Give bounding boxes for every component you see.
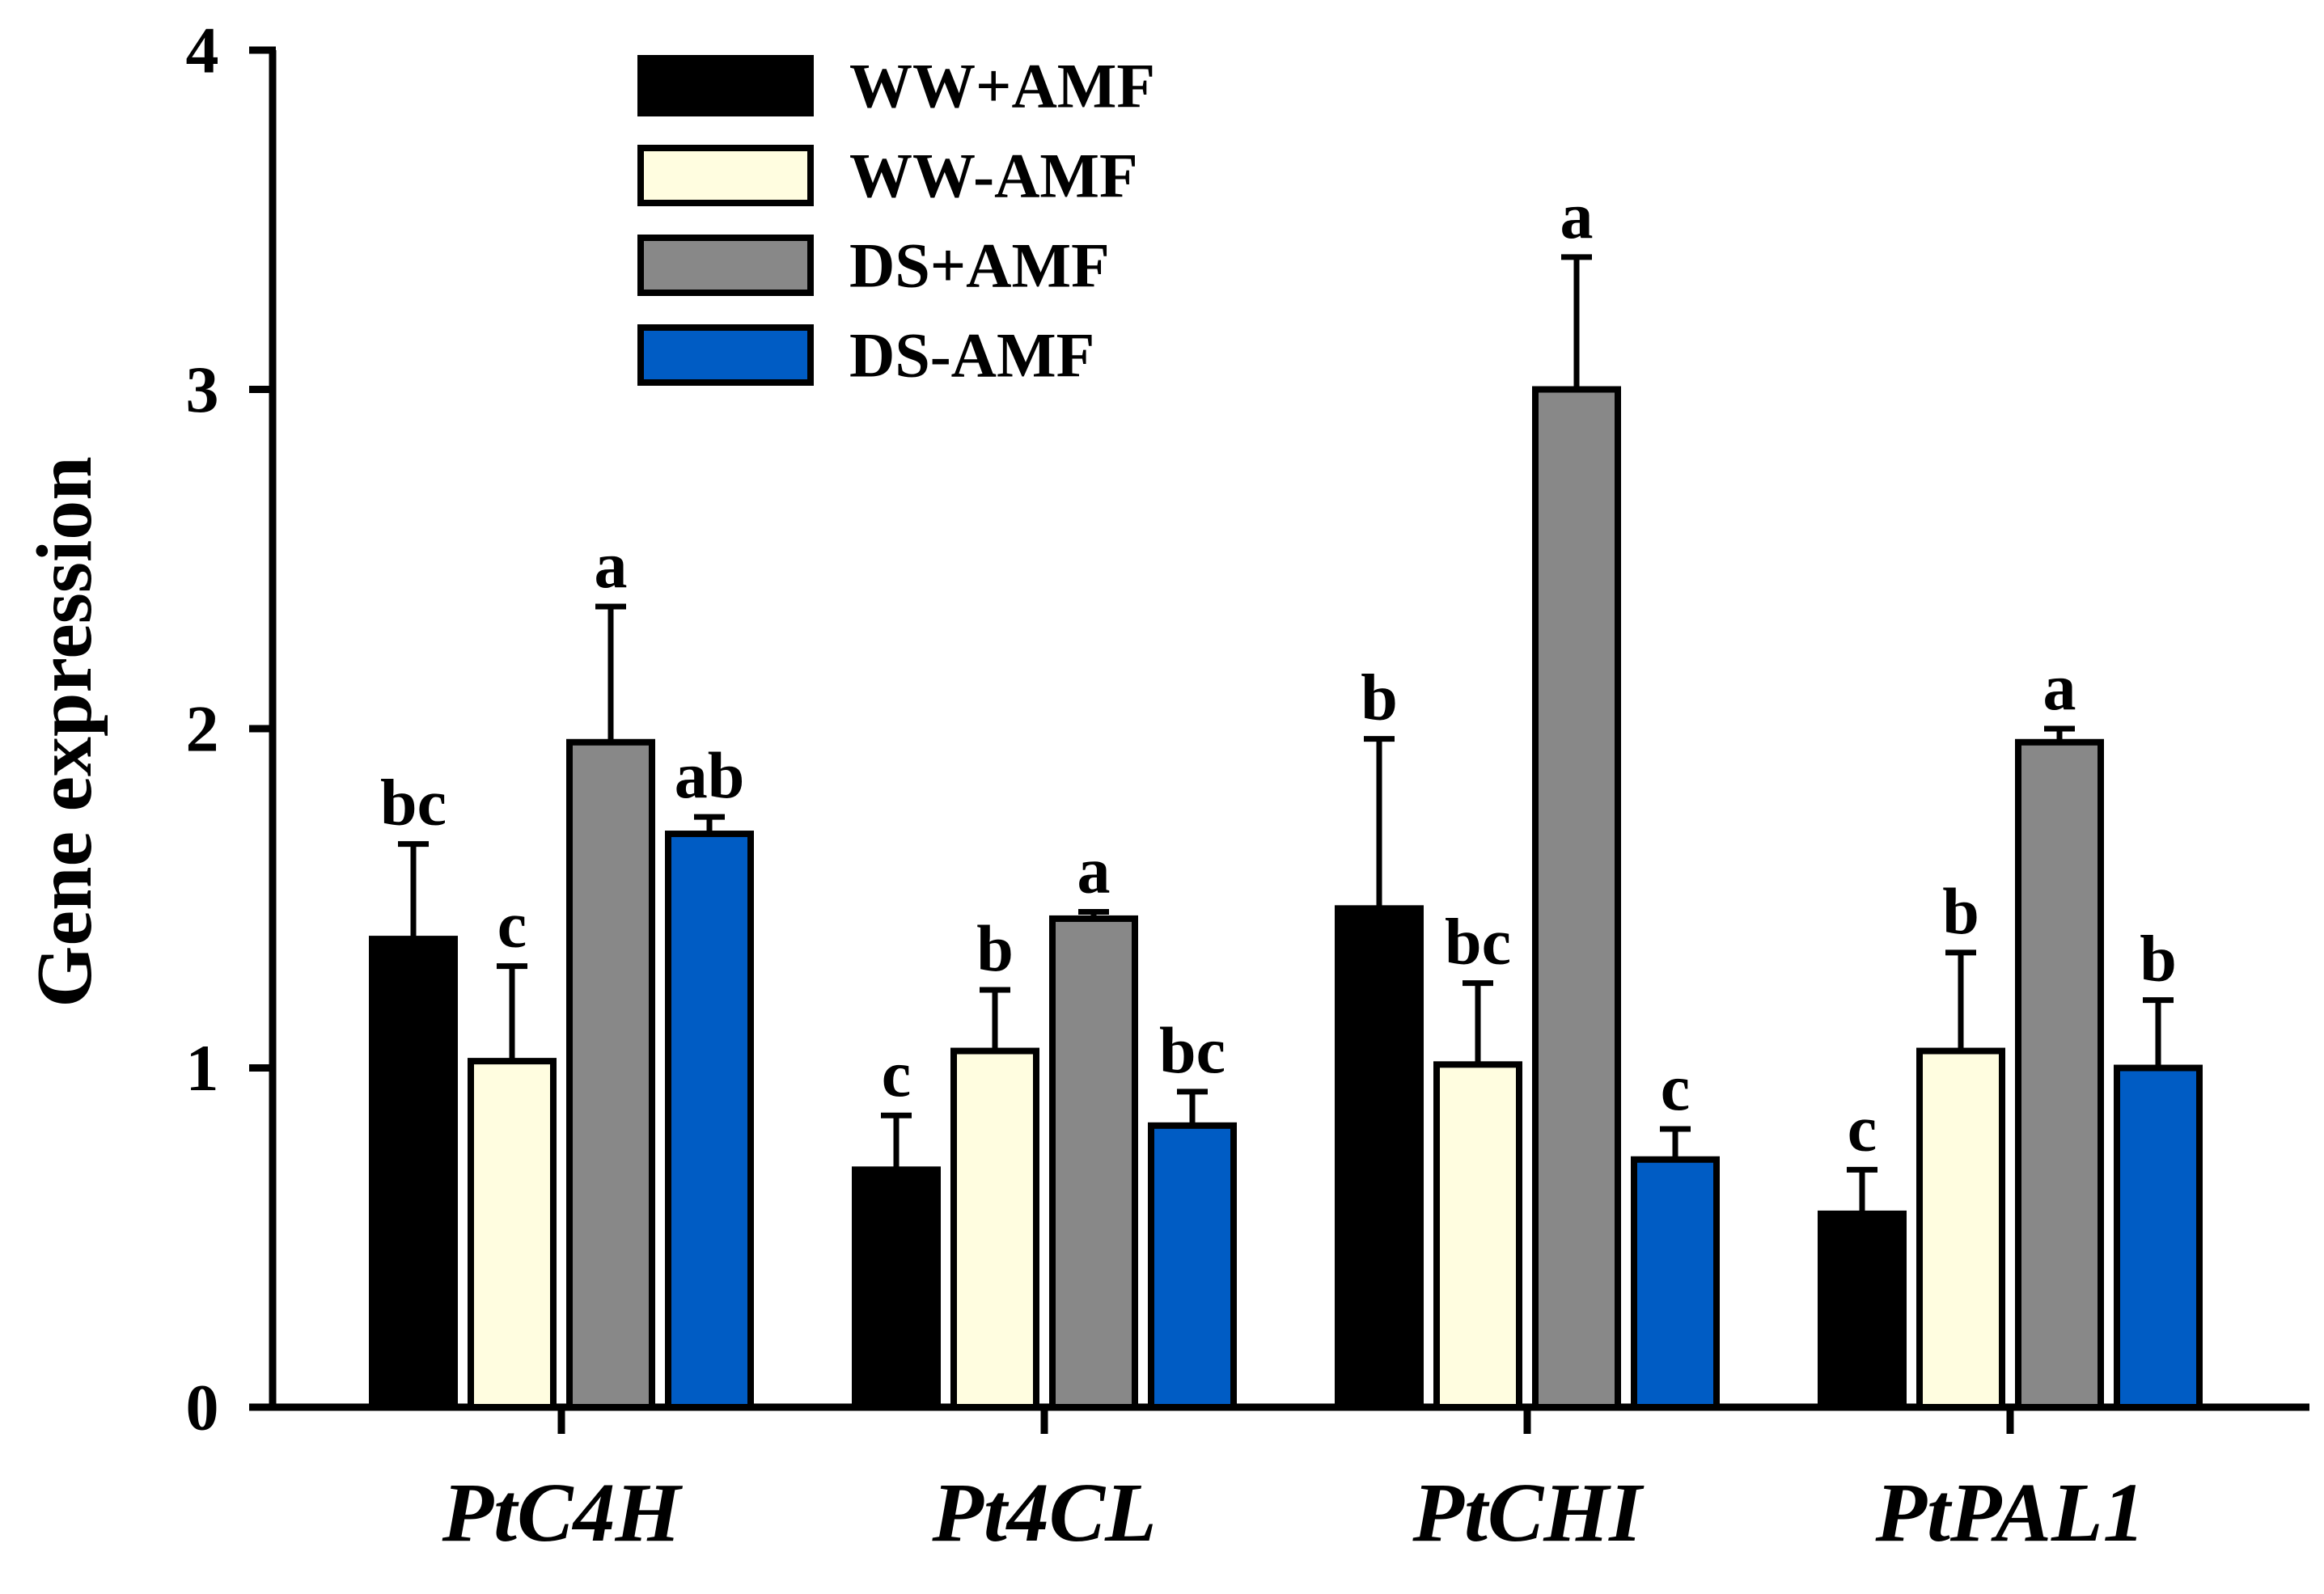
bar: [665, 831, 754, 1411]
significance-letter: c: [497, 888, 527, 962]
bar: [369, 936, 458, 1410]
significance-letter: b: [976, 911, 1014, 985]
significance-letter: bc: [1159, 1013, 1225, 1087]
bar: [1148, 1122, 1237, 1410]
significance-letter: a: [1560, 179, 1594, 252]
bar: [1916, 1047, 2005, 1411]
category-label: PtPAL1: [1874, 1466, 2144, 1559]
bar: [1433, 1061, 1522, 1411]
legend-swatch: [637, 55, 814, 116]
y-tick-label: 2: [186, 692, 219, 766]
y-tick-label: 3: [186, 353, 219, 426]
significance-letter: b: [2140, 922, 2177, 996]
significance-letter: bc: [380, 766, 447, 839]
y-tick-label: 0: [186, 1371, 219, 1444]
significance-letter: c: [882, 1037, 911, 1110]
bar: [950, 1047, 1039, 1411]
category-label: PtC4H: [442, 1466, 684, 1559]
significance-letter: c: [1848, 1091, 1877, 1165]
legend-label: WW+AMF: [849, 51, 1155, 121]
significance-letter: ab: [675, 738, 745, 812]
bar: [852, 1166, 941, 1410]
category-label: Pt4CL: [931, 1466, 1156, 1559]
bar: [1532, 386, 1621, 1410]
significance-letter: a: [2043, 650, 2076, 724]
bar: [1049, 915, 1138, 1411]
x-labels: PtC4H Pt4CL PtCHI PtPAL1: [442, 1407, 2145, 1559]
legend-swatch: [637, 324, 814, 386]
bar: [1631, 1156, 1720, 1410]
bar: [566, 738, 655, 1410]
significance-letter: a: [595, 528, 628, 602]
bar: [2114, 1064, 2203, 1410]
significance-letter: a: [1077, 834, 1111, 907]
y-axis-title: Gene expression: [21, 456, 108, 1007]
significance-letter: b: [1361, 661, 1398, 734]
legend: WW+AMF WW-AMF DS+AMF DS-AMF: [637, 51, 1155, 391]
significance-letter: b: [1942, 874, 1979, 948]
bar: [2015, 738, 2104, 1410]
y-tick-label: 1: [186, 1031, 219, 1105]
legend-label: DS+AMF: [849, 230, 1110, 301]
legend-label: DS-AMF: [849, 320, 1094, 391]
significance-letter: c: [1661, 1051, 1690, 1124]
y-ticks: 0 1 2 3 4: [186, 14, 276, 1444]
bar: [468, 1058, 557, 1410]
legend-swatch: [637, 235, 814, 296]
category-label: PtCHI: [1412, 1466, 1645, 1559]
bar: [1335, 905, 1424, 1410]
bar: [1818, 1210, 1907, 1411]
legend-swatch: [637, 145, 814, 206]
significance-letter: bc: [1445, 905, 1511, 979]
legend-label: WW-AMF: [849, 141, 1138, 211]
y-tick-label: 4: [186, 14, 219, 87]
